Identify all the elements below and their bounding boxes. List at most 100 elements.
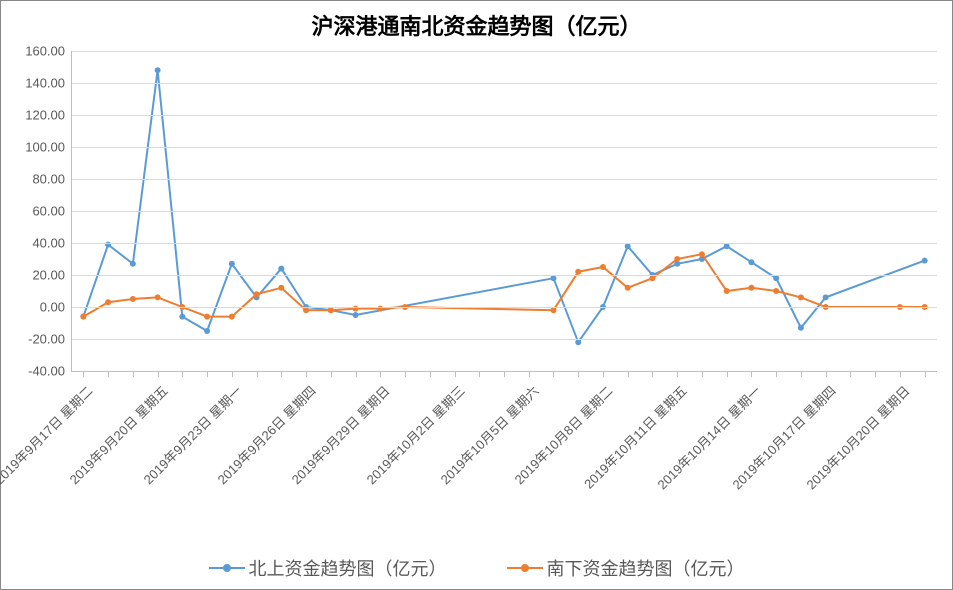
x-tick [553, 371, 554, 377]
x-tick [232, 371, 233, 377]
x-tick [900, 371, 901, 377]
x-tick [257, 371, 258, 377]
grid-line [71, 275, 937, 276]
y-tick-label: 140.00 [25, 76, 71, 91]
series-marker [823, 294, 829, 300]
x-tick [603, 371, 604, 377]
series-marker [625, 243, 631, 249]
x-tick [207, 371, 208, 377]
series-marker [278, 285, 284, 291]
series-marker [278, 266, 284, 272]
series-marker [773, 288, 779, 294]
x-tick [751, 371, 752, 377]
y-tick-label: 120.00 [25, 108, 71, 123]
x-tick [652, 371, 653, 377]
x-tick [108, 371, 109, 377]
chart-title: 沪深港通南北资金趋势图（亿元） [1, 9, 952, 41]
legend-item: 北上资金趋势图（亿元） [209, 555, 447, 581]
x-tick [158, 371, 159, 377]
series-marker [229, 314, 235, 320]
series-marker [798, 325, 804, 331]
y-tick-label: -40.00 [28, 364, 71, 379]
series-marker [179, 314, 185, 320]
series-marker [550, 307, 556, 313]
series-line [83, 70, 924, 342]
series-marker [674, 256, 680, 262]
plot-area: -40.00-20.000.0020.0040.0060.0080.00100.… [71, 51, 937, 371]
series-marker [798, 294, 804, 300]
x-tick [455, 371, 456, 377]
x-tick [727, 371, 728, 377]
x-tick [826, 371, 827, 377]
x-tick [776, 371, 777, 377]
legend: 北上资金趋势图（亿元） 南下资金趋势图（亿元） [1, 555, 952, 581]
series-marker [254, 291, 260, 297]
x-tick [628, 371, 629, 377]
x-tick [875, 371, 876, 377]
x-tick [356, 371, 357, 377]
series-marker [575, 339, 581, 345]
series-marker [303, 307, 309, 313]
y-axis-line [71, 51, 72, 371]
chart-container: 沪深港通南北资金趋势图（亿元） -40.00-20.000.0020.0040.… [0, 0, 953, 590]
x-tick [430, 371, 431, 377]
y-tick-label: 60.00 [32, 204, 71, 219]
grid-line [71, 211, 937, 212]
series-marker [600, 264, 606, 270]
x-tick [281, 371, 282, 377]
series-marker [130, 261, 136, 267]
series-marker [699, 251, 705, 257]
grid-line [71, 307, 937, 308]
x-tick [850, 371, 851, 377]
x-tick [529, 371, 530, 377]
grid-line [71, 83, 937, 84]
x-tick [306, 371, 307, 377]
x-tick [925, 371, 926, 377]
series-marker [229, 261, 235, 267]
y-tick-label: 0.00 [40, 300, 71, 315]
series-marker [625, 285, 631, 291]
x-tick [677, 371, 678, 377]
x-tick [380, 371, 381, 377]
series-marker [80, 314, 86, 320]
series-marker [105, 299, 111, 305]
y-tick-label: 80.00 [32, 172, 71, 187]
series-marker [204, 328, 210, 334]
series-marker [649, 275, 655, 281]
series-marker [550, 275, 556, 281]
series-marker [353, 312, 359, 318]
series-marker [724, 243, 730, 249]
x-tick [578, 371, 579, 377]
y-tick-label: 40.00 [32, 236, 71, 251]
x-tick [504, 371, 505, 377]
legend-marker [209, 562, 245, 574]
y-tick-label: -20.00 [28, 332, 71, 347]
x-tick [182, 371, 183, 377]
legend-label: 南下资金趋势图（亿元） [547, 555, 745, 581]
y-tick-label: 20.00 [32, 268, 71, 283]
series-marker [575, 269, 581, 275]
grid-line [71, 147, 937, 148]
grid-line [71, 179, 937, 180]
series-marker [724, 288, 730, 294]
series-marker [155, 67, 161, 73]
legend-marker [507, 562, 543, 574]
series-marker [204, 314, 210, 320]
x-tick [801, 371, 802, 377]
y-tick-label: 100.00 [25, 140, 71, 155]
series-marker [155, 294, 161, 300]
series-marker [773, 275, 779, 281]
x-tick [479, 371, 480, 377]
x-tick [331, 371, 332, 377]
series-marker [328, 307, 334, 313]
series-marker [922, 258, 928, 264]
series-marker [748, 285, 754, 291]
grid-line [71, 243, 937, 244]
series-marker [748, 259, 754, 265]
x-tick [133, 371, 134, 377]
legend-item: 南下资金趋势图（亿元） [507, 555, 745, 581]
x-tick [702, 371, 703, 377]
legend-label: 北上资金趋势图（亿元） [249, 555, 447, 581]
x-tick [405, 371, 406, 377]
grid-line [71, 339, 937, 340]
